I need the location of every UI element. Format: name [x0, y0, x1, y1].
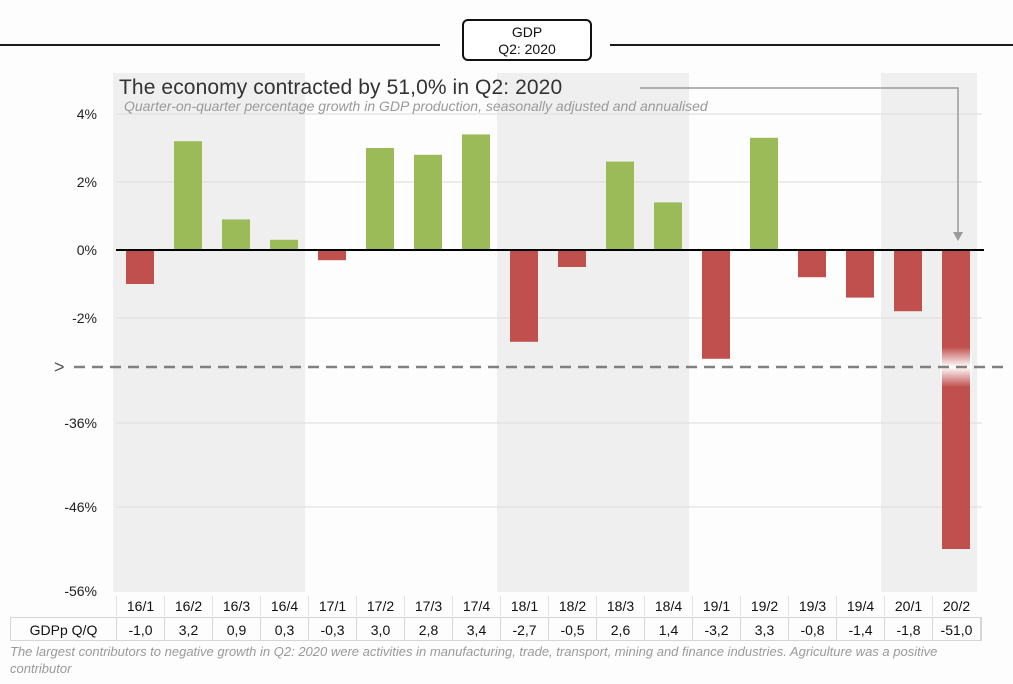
- value-label: 0,3: [261, 618, 309, 640]
- value-label: -1,4: [837, 618, 885, 640]
- category-label: 16/4: [260, 596, 308, 616]
- bar-19/3: [798, 250, 826, 278]
- category-label: 19/2: [740, 596, 788, 616]
- footnote: The largest contributors to negative gro…: [10, 644, 938, 676]
- bar-16/2: [174, 141, 202, 250]
- bar-19/1: [702, 250, 730, 359]
- chart-subtitle: Quarter-on-quarter percentage growth in …: [124, 98, 708, 114]
- category-label: 18/4: [644, 596, 692, 616]
- header-rule-right: [610, 44, 1013, 46]
- category-label: 20/2: [932, 596, 980, 616]
- value-label: 3,2: [165, 618, 213, 640]
- category-label: 17/3: [404, 596, 452, 616]
- category-label: 17/4: [452, 596, 500, 616]
- bar-19/4: [846, 250, 874, 298]
- header-rule-left: [0, 44, 440, 46]
- overlay: >: [54, 87, 1010, 387]
- category-label: 17/1: [308, 596, 356, 616]
- bar-17/2: [366, 148, 394, 250]
- value-label: 1,4: [645, 618, 693, 640]
- category-label: 16/1: [116, 596, 164, 616]
- value-label: 3,3: [741, 618, 789, 640]
- value-row-label: GDPp Q/Q: [11, 618, 117, 640]
- value-label: 3,0: [357, 618, 405, 640]
- bar-16/4: [270, 239, 298, 250]
- category-label: 18/3: [596, 596, 644, 616]
- value-label: 2,6: [597, 618, 645, 640]
- chart-headline: The economy contracted by 51,0% in Q2: 2…: [119, 76, 563, 99]
- bar-20/2: [942, 250, 970, 549]
- axis-break-marker: >: [54, 357, 65, 377]
- value-label: -0,8: [789, 618, 837, 640]
- value-label: -2,7: [501, 618, 549, 640]
- category-label: 18/1: [500, 596, 548, 616]
- value-label: 0,9: [213, 618, 261, 640]
- callout-connector: [640, 87, 959, 236]
- value-row: GDPp Q/Q -1,0 3,2 0,9 0,3 -0,3 3,0 2,8 3,4 -2,7-…: [10, 617, 982, 641]
- year-band: [113, 73, 305, 592]
- year-bands: [113, 73, 977, 592]
- bar-18/2: [558, 250, 586, 267]
- category-label: 19/1: [692, 596, 740, 616]
- category-label: 19/4: [836, 596, 884, 616]
- value-label: -1,8: [885, 618, 933, 640]
- header-box-line2: Q2: 2020: [498, 41, 556, 57]
- y-tick-label: 0%: [77, 242, 97, 258]
- bar-17/4: [462, 134, 490, 250]
- bar-20/1: [894, 250, 922, 312]
- bar-17/3: [414, 154, 442, 250]
- header-box-line1: GDP: [511, 24, 543, 40]
- value-label: -0,5: [549, 618, 597, 640]
- bar-16/3: [222, 219, 250, 250]
- y-tick-label: -2%: [72, 310, 97, 326]
- category-label: 16/2: [164, 596, 212, 616]
- y-tick-label: -36%: [64, 415, 97, 431]
- y-tick-label: -56%: [64, 583, 97, 599]
- y-tick-label: 2%: [77, 174, 97, 190]
- bar-16/1: [126, 250, 154, 284]
- bar-19/2: [750, 137, 778, 250]
- category-label: 17/2: [356, 596, 404, 616]
- value-label: -3,2: [693, 618, 741, 640]
- bar-17/1: [318, 250, 346, 261]
- bar-18/3: [606, 161, 634, 250]
- y-tick-label: -46%: [64, 499, 97, 515]
- value-label: 2,8: [405, 618, 453, 640]
- y-tick-labels: 4% 2% 0% -2% -36% -46% -56%: [64, 106, 97, 599]
- gridlines: [116, 113, 982, 508]
- category-label: 19/3: [788, 596, 836, 616]
- header-box: GDP Q2: 2020: [462, 19, 592, 61]
- value-label: -51,0: [933, 618, 981, 640]
- bar-18/1: [510, 250, 538, 342]
- category-row: 16/1 16/2 16/3 16/4 17/1 17/2 17/3 17/4 18/1 18/2…: [10, 596, 980, 616]
- value-label: -0,3: [309, 618, 357, 640]
- callout-arrowhead: [953, 232, 963, 241]
- category-row-spacer: [10, 596, 116, 616]
- category-label: 18/2: [548, 596, 596, 616]
- value-label: 3,4: [453, 618, 501, 640]
- y-tick-label: 4%: [77, 106, 97, 122]
- category-label: 20/1: [884, 596, 932, 616]
- value-label: -1,0: [117, 618, 165, 640]
- bars: [126, 134, 970, 549]
- category-label: 16/3: [212, 596, 260, 616]
- bar-18/4: [654, 202, 682, 250]
